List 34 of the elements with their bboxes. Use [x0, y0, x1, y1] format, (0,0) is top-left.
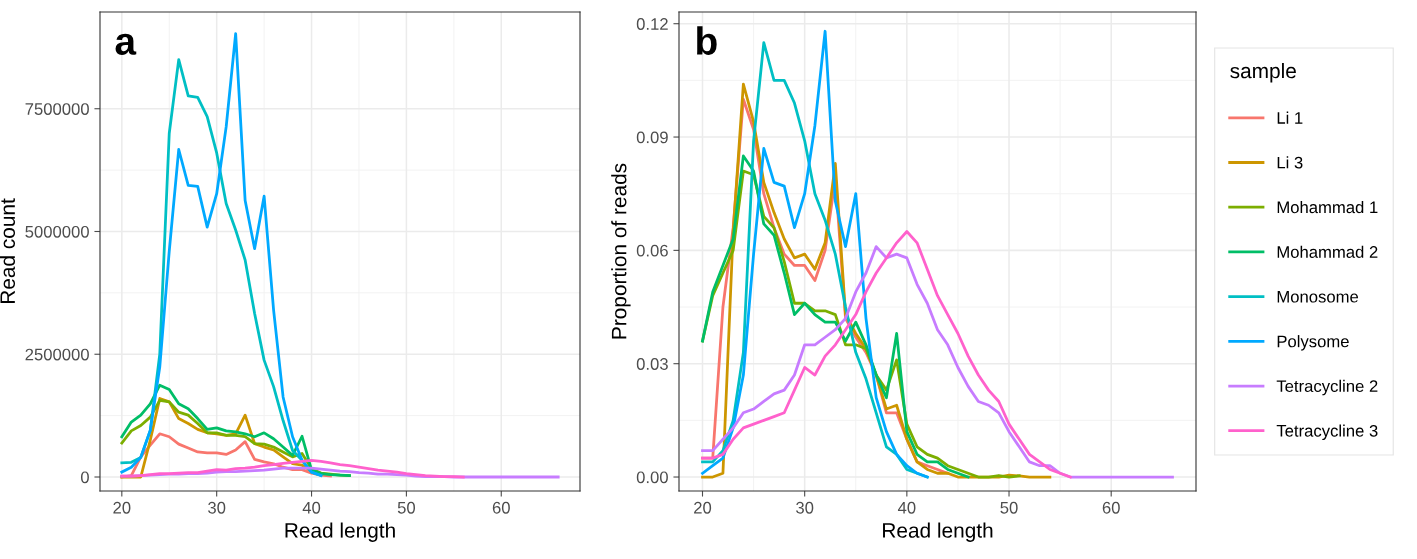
legend-label: Mohammad 1: [1277, 200, 1378, 214]
x-tick-label: 40: [302, 501, 321, 514]
x-tick-label: 20: [113, 501, 131, 514]
legend-label: Polysome: [1277, 335, 1349, 351]
legend-label: Tetracycline 3: [1276, 424, 1378, 441]
x-tick-label: 30: [208, 501, 226, 514]
legend-label: Tetracycline 2: [1276, 379, 1378, 396]
y-tick-label: 0.09: [636, 131, 668, 144]
y-tick-label: 0.12: [636, 18, 668, 30]
y-tick-label: 0.03: [636, 358, 668, 370]
legend-title: sample: [1230, 62, 1296, 83]
x-tick-label: 30: [796, 501, 814, 514]
x-tick-label: 60: [1102, 501, 1120, 514]
legend-label: Mohammad 2: [1277, 245, 1378, 258]
y-axis-title: Proportion of reads: [611, 163, 631, 339]
chart-title: b: [697, 26, 717, 55]
y-tick-label: 7500000: [25, 103, 89, 115]
x-axis-title: Read length: [883, 522, 993, 542]
y-tick-label: 5000000: [25, 225, 89, 238]
x-tick-label: 60: [492, 501, 510, 514]
legend-label: Li 1: [1277, 111, 1303, 124]
x-axis-title: Read length: [285, 522, 395, 542]
x-tick-label: 40: [897, 501, 916, 514]
x-tick-label: 20: [694, 501, 712, 514]
chart-title: a: [115, 33, 137, 55]
legend-label: Li 3: [1277, 156, 1303, 169]
x-tick-label: 50: [1000, 501, 1018, 514]
legend-label: Monosome: [1277, 290, 1359, 303]
y-tick-label: 0.00: [636, 471, 668, 484]
x-tick-label: 50: [397, 501, 416, 514]
y-tick-label: 0.06: [636, 244, 668, 257]
y-tick-label: 0: [80, 471, 89, 484]
y-tick-label: 2500000: [25, 348, 89, 361]
y-axis-title: Read count: [0, 198, 16, 304]
